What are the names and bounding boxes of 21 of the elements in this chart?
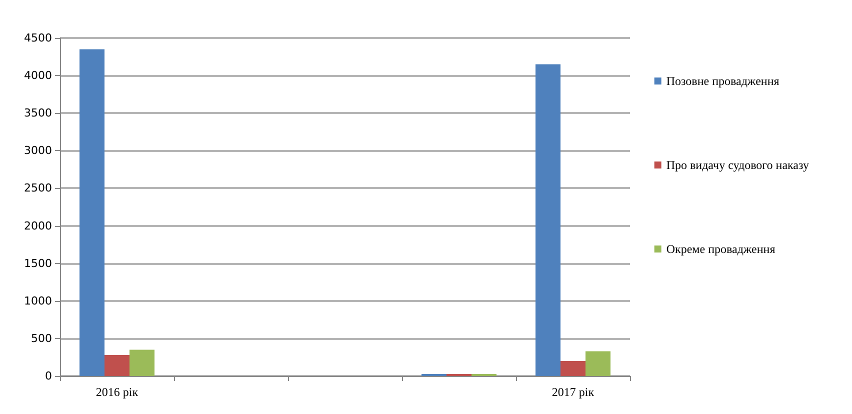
bar (536, 64, 560, 376)
y-tick-label: 0 (45, 370, 52, 382)
legend-label: Окреме провадження (666, 242, 776, 256)
x-tick-label: 2016 рік (96, 385, 138, 399)
bar (586, 351, 610, 376)
bar (560, 360, 586, 376)
y-tick-label: 2500 (24, 182, 52, 195)
y-tick-label: 2000 (24, 219, 52, 232)
y-tick-label: 3500 (24, 106, 52, 120)
y-tick-label: 4000 (24, 69, 52, 82)
y-tick-label: 1000 (24, 294, 52, 308)
legend-label: Про видачу судового наказу (666, 158, 810, 172)
bar (104, 354, 130, 376)
y-tick-label: 3000 (24, 144, 52, 158)
legend-label: Позовне провадження (666, 74, 780, 88)
bar (130, 350, 154, 376)
y-tick-label: 500 (31, 332, 52, 345)
y-tick-label: 4500 (24, 32, 52, 44)
bar (80, 49, 104, 376)
x-tick-label: 2017 рік (552, 385, 594, 399)
y-tick-label: 1500 (24, 256, 52, 270)
